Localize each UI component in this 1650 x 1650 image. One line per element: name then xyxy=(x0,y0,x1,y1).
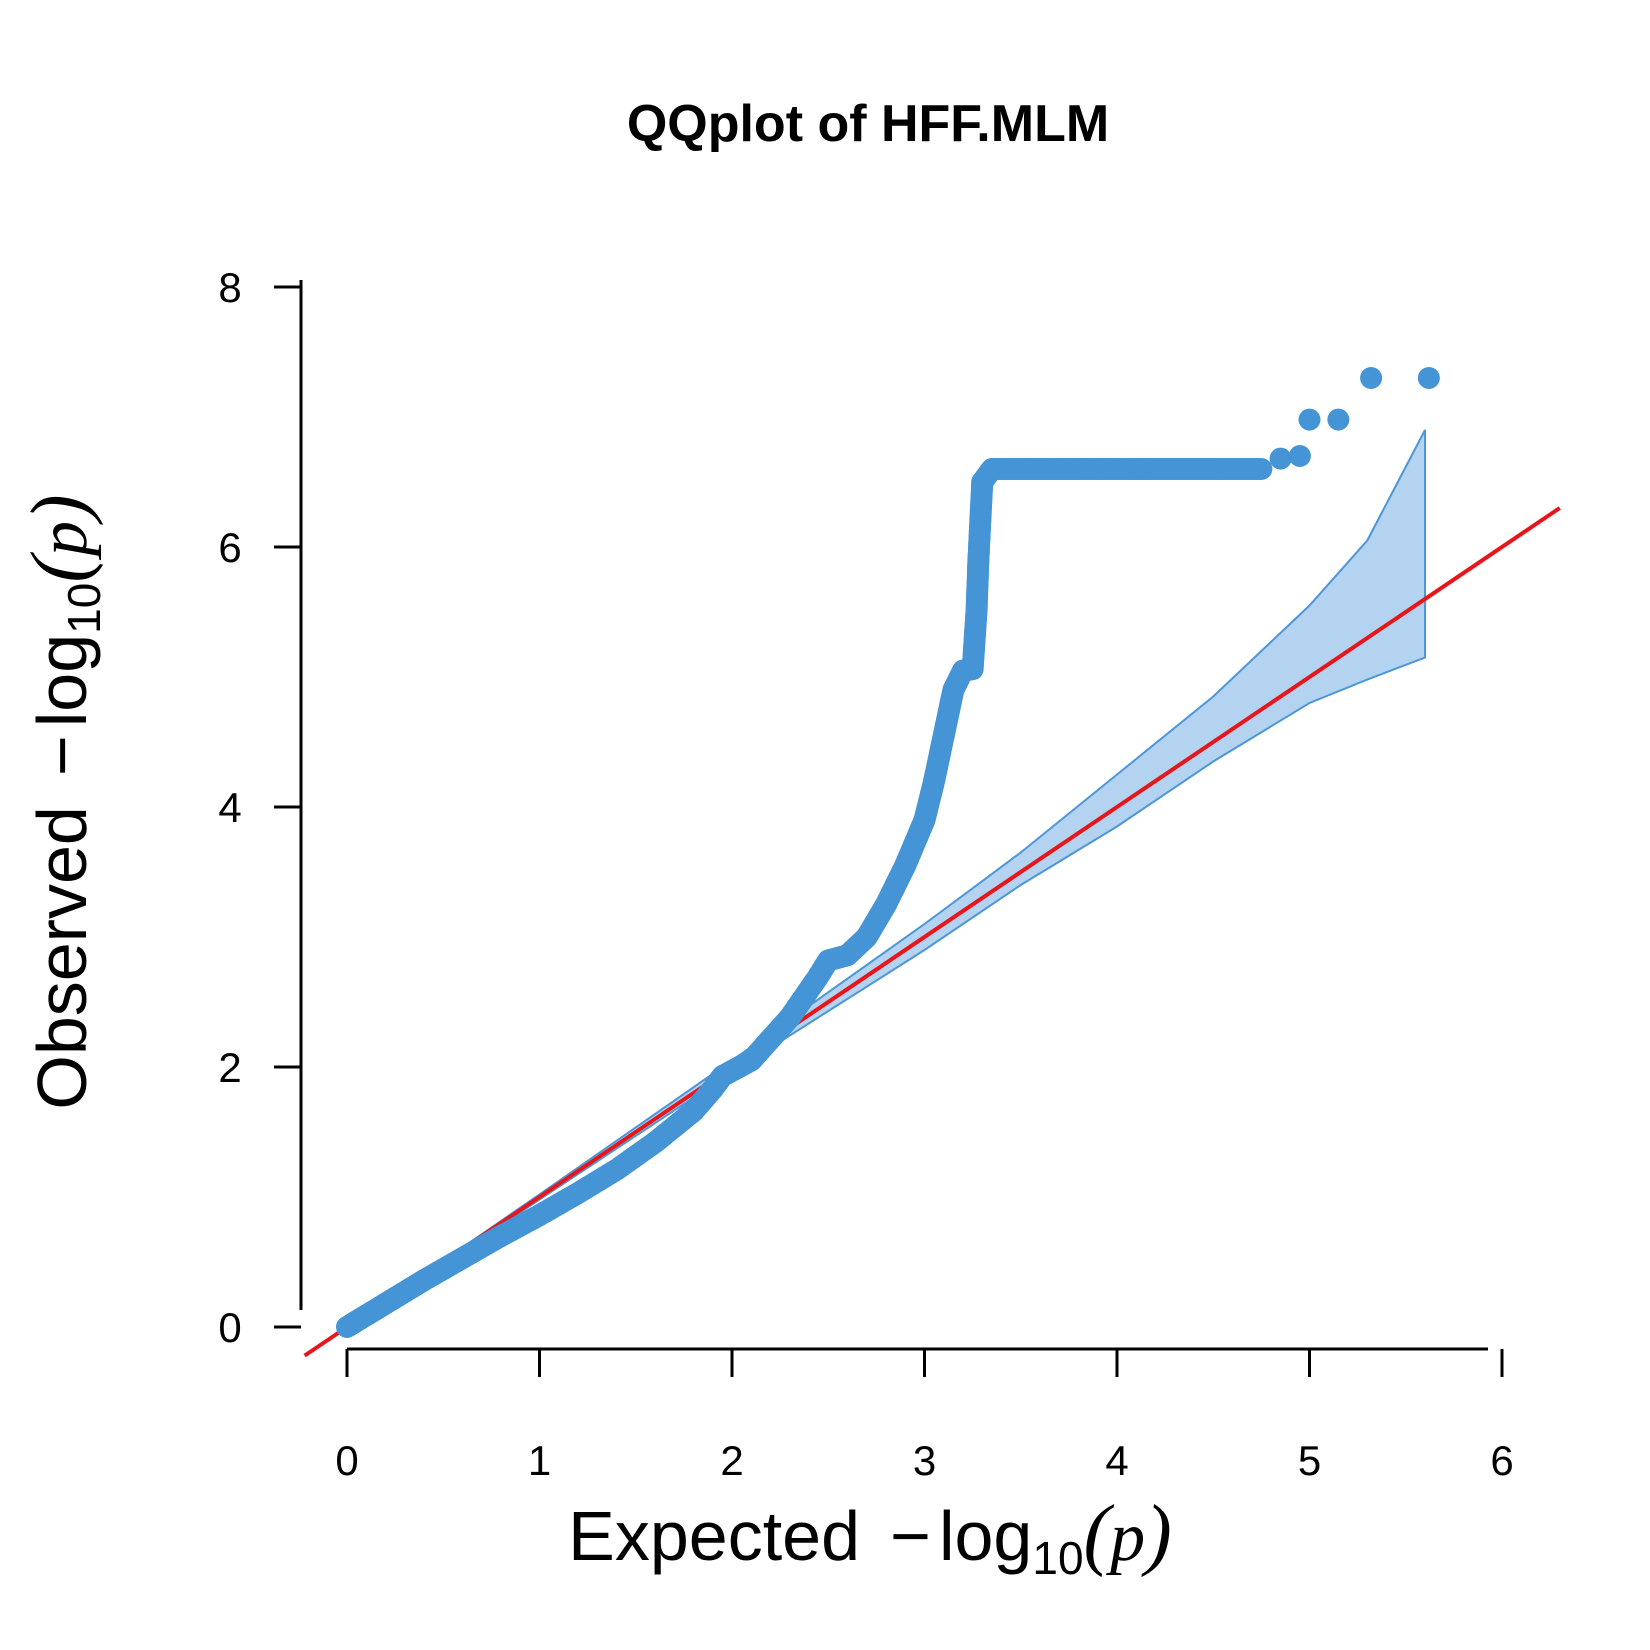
x-axis-title-base: 10 xyxy=(1032,1532,1083,1584)
x-axis-title-open: ( xyxy=(1084,1490,1115,1578)
x-axis-title-log: log xyxy=(939,1497,1032,1575)
x-axis-title-var: p xyxy=(1105,1499,1145,1576)
x-tick-label: 0 xyxy=(335,1437,358,1484)
x-tick-label: 4 xyxy=(1105,1437,1128,1484)
x-axis-title-minus: − xyxy=(890,1497,931,1575)
x-tick-label: 3 xyxy=(913,1437,936,1484)
y-axis-title-base: 10 xyxy=(58,583,110,634)
reference-line xyxy=(303,506,1561,1358)
y-tick-label: 2 xyxy=(218,1044,241,1091)
y-axis-title-close: ) xyxy=(16,494,104,525)
confidence-band xyxy=(346,429,1426,1328)
qq-point-top xyxy=(1288,445,1311,467)
y-axis-title-open: ( xyxy=(16,552,104,583)
y-axis-title-prefix: Observed xyxy=(23,806,101,1109)
qq-point-top xyxy=(1417,367,1440,389)
qq-points xyxy=(336,367,1440,1338)
chart-title: QQplot of HFF.MLM xyxy=(627,95,1109,153)
y-tick-label: 4 xyxy=(218,784,241,831)
y-axis-title-minus: − xyxy=(23,735,101,776)
y-axis-title-log: log xyxy=(23,634,101,727)
y-axis-title-var: p xyxy=(25,521,102,561)
x-tick-label: 5 xyxy=(1298,1437,1321,1484)
x-tick-label: 6 xyxy=(1490,1437,1513,1484)
x-tick-label: 2 xyxy=(720,1437,743,1484)
qq-point xyxy=(1250,458,1273,480)
y-tick-label: 8 xyxy=(218,264,241,311)
x-axis-ticks: 0 1 2 3 4 5 6 xyxy=(335,1349,1514,1484)
y-tick-label: 0 xyxy=(218,1304,241,1351)
plot-area xyxy=(303,367,1561,1358)
x-tick-label: 1 xyxy=(528,1437,551,1484)
x-axis-title-close: ) xyxy=(1141,1490,1172,1578)
x-axis-title-prefix: Expected xyxy=(568,1497,860,1575)
qq-point-top xyxy=(1327,408,1350,431)
qq-point-top xyxy=(1298,408,1321,431)
y-tick-label: 6 xyxy=(218,524,241,571)
y-axis-title: Observed − log10(p) xyxy=(16,494,110,1109)
qq-point-top xyxy=(1360,367,1383,389)
y-axis-ticks: 0 2 4 6 8 xyxy=(218,264,301,1351)
x-axis-title: Expected − log10(p) xyxy=(568,1490,1172,1584)
qq-point-top xyxy=(1269,447,1292,470)
